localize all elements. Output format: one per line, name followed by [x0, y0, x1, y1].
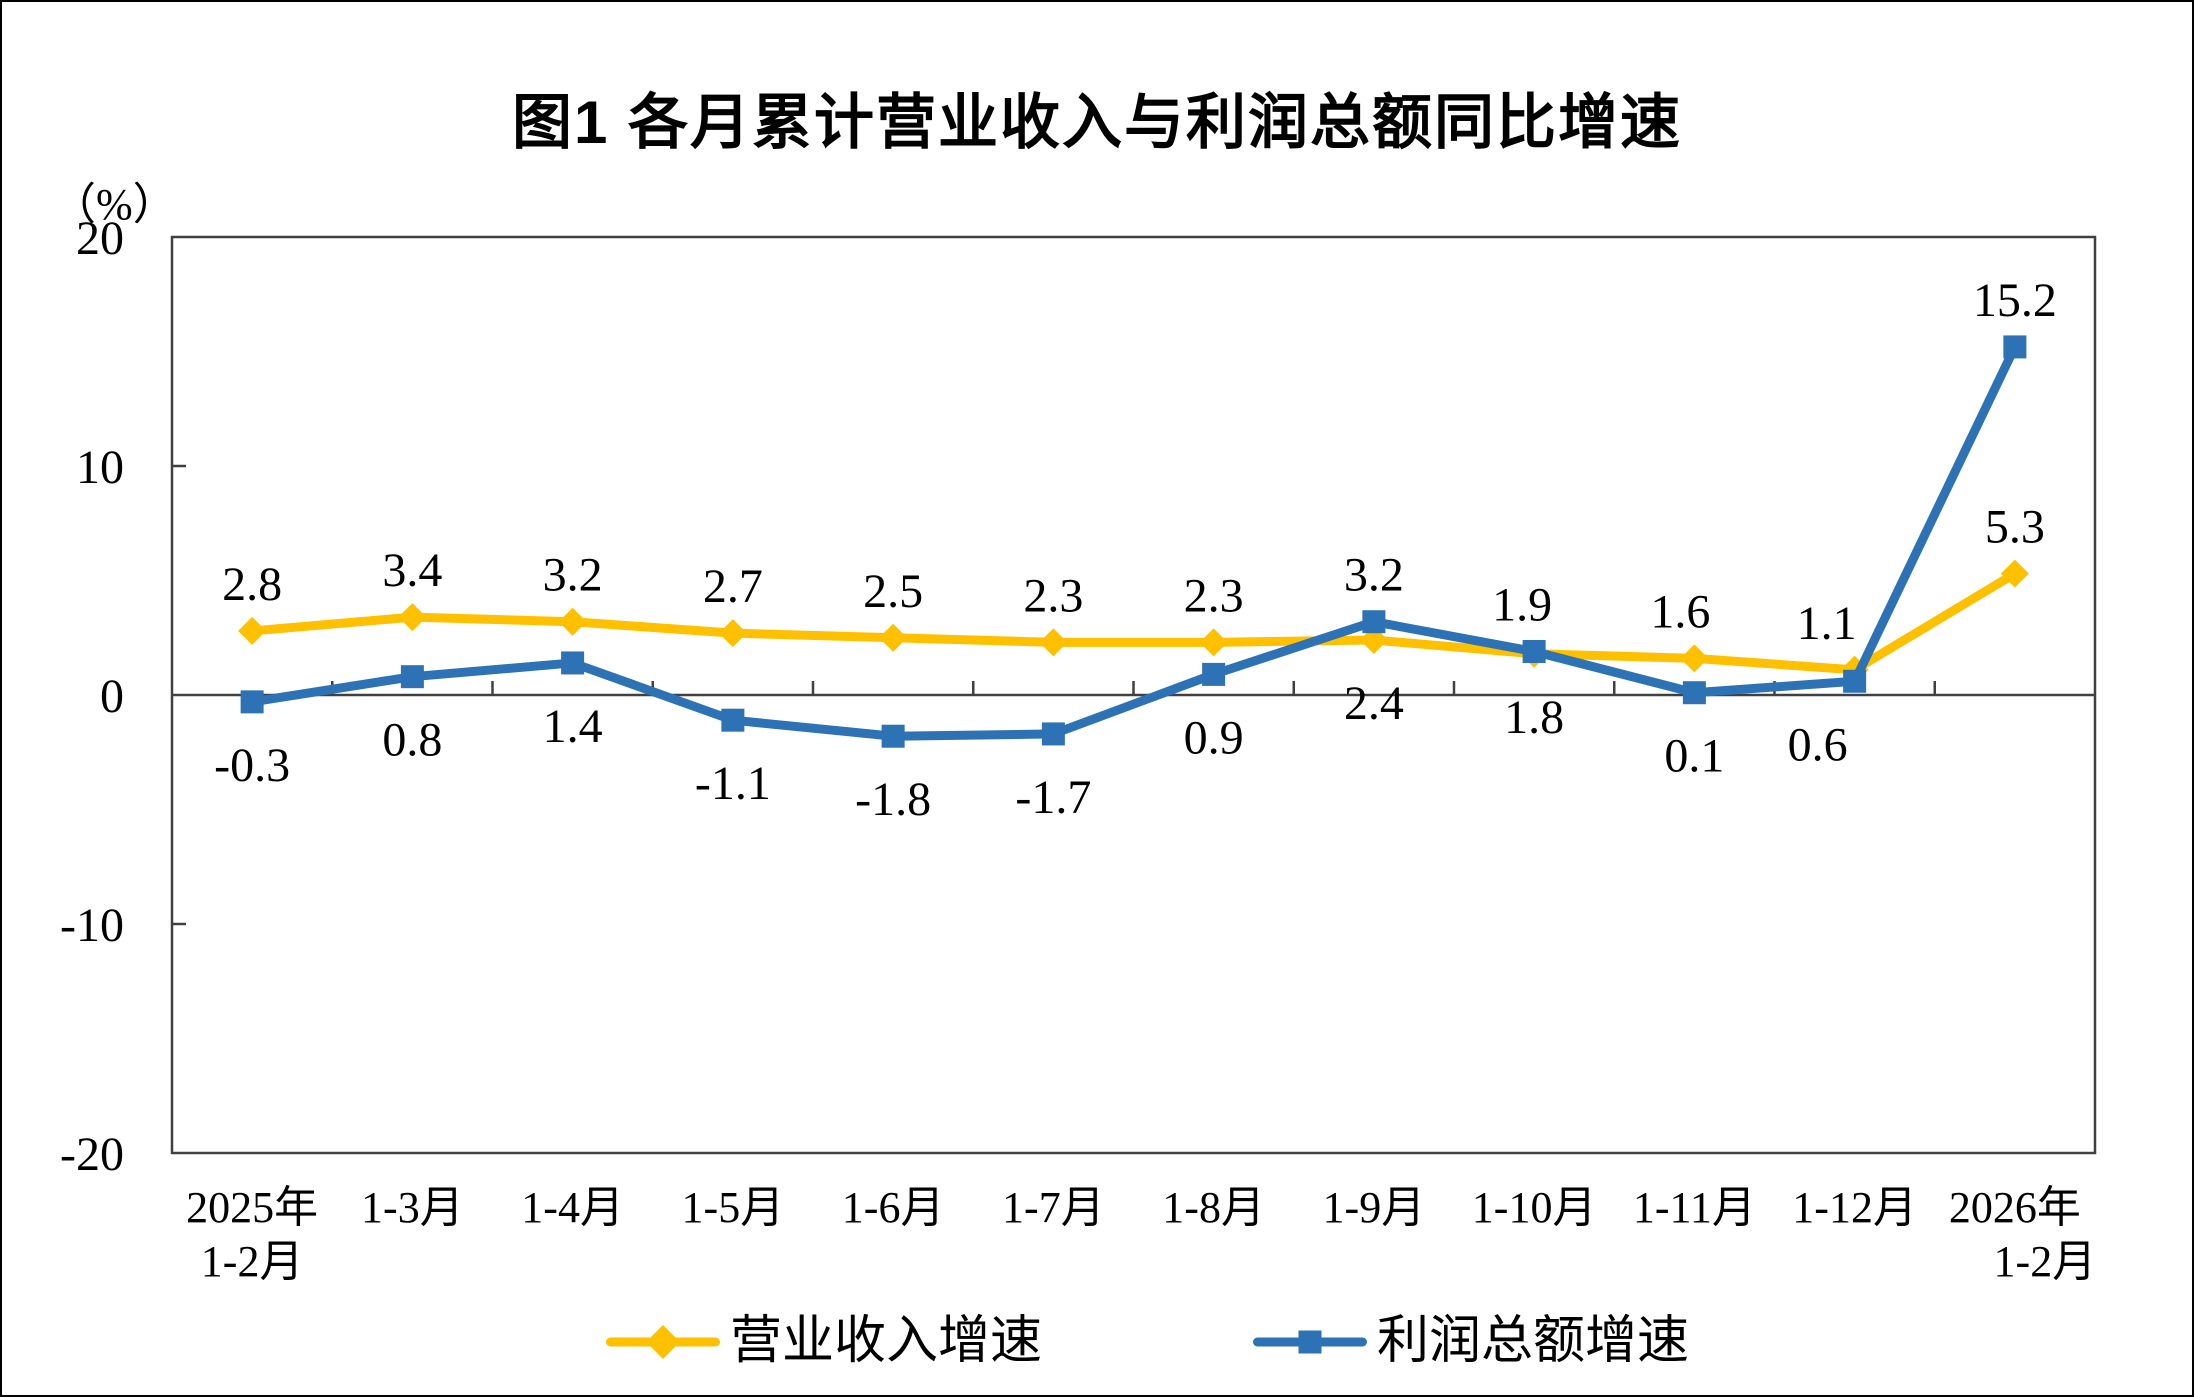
revenue-growth-marker: [398, 603, 427, 632]
x-category-label: 1-10月: [1472, 1183, 1597, 1232]
profit-growth-marker: [2003, 335, 2027, 359]
profit-growth-marker: [1041, 722, 1065, 746]
revenue-growth-marker: [1039, 628, 1068, 657]
profit-growth-data-label: 0.1: [1664, 730, 1724, 783]
profit-growth-data-labels: -0.3 0.8 1.4 -1.1 -1.8 -1.7 0.9 3.2 1.9 0.1 0.6 15.…: [214, 274, 2057, 826]
x-category-label: 1-8月: [1162, 1183, 1265, 1232]
profit-square-marker-icon: [1298, 1330, 1322, 1354]
revenue-growth-data-label: 2.4: [1344, 677, 1404, 730]
profit-growth-data-label: 0.8: [382, 714, 442, 767]
revenue-growth-data-label: 1.8: [1504, 691, 1564, 744]
chart-title: 图1 各月累计营业收入与利润总额同比增速: [511, 89, 1683, 156]
revenue-growth-data-label: 2.7: [703, 560, 763, 613]
revenue-growth-marker: [1199, 628, 1228, 657]
profit-series-swatch: [1253, 1314, 1367, 1370]
x-category-label: 2026年: [1949, 1183, 2081, 1232]
revenue-growth-data-label: 3.2: [543, 549, 603, 602]
revenue-growth-data-label: 2.3: [1184, 569, 1244, 622]
profit-growth-data-label: 1.9: [1492, 578, 1552, 631]
y-tick-label: -20: [60, 1128, 124, 1181]
revenue-growth-data-label: 3.4: [382, 544, 442, 597]
revenue-growth-data-label: 5.3: [1985, 501, 2045, 554]
profit-legend-label: 利润总额增速: [1377, 1313, 1690, 1370]
revenue-growth-marker: [879, 623, 908, 652]
profit-growth-marker: [721, 708, 745, 732]
y-axis-labels: 20 10 0 -10 -20: [60, 212, 124, 1181]
y-tick-label: 0: [100, 670, 124, 723]
revenue-growth-data-labels: 2.8 3.4 3.2 2.7 2.5 2.3 2.3 2.4 1.8 1.6 1.1 5.3: [222, 501, 2045, 744]
revenue-growth-marker: [1680, 644, 1709, 673]
x-category-label: 1-9月: [1323, 1183, 1426, 1232]
y-tick-label: 10: [76, 441, 124, 494]
x-category-label: 1-12月: [1792, 1183, 1917, 1232]
profit-growth-marker: [1682, 681, 1706, 705]
revenue-growth-data-label: 2.3: [1023, 569, 1083, 622]
profit-growth-marker: [1362, 610, 1386, 634]
profit-growth-data-label: 15.2: [1973, 274, 2057, 327]
profit-growth-marker: [240, 690, 264, 714]
revenue-growth-marker: [718, 619, 747, 648]
profit-growth-marker: [1522, 639, 1546, 663]
x-category-label: 1-2月: [201, 1237, 304, 1286]
x-category-label: 1-5月: [682, 1183, 785, 1232]
y-axis-ticks: [172, 464, 186, 926]
revenue-growth-series: [238, 559, 2029, 684]
revenue-growth-data-label: 2.8: [222, 558, 282, 611]
x-category-label: 2025年: [186, 1183, 318, 1232]
revenue-growth-data-label: 1.1: [1797, 597, 1857, 650]
x-category-label: 1-6月: [842, 1183, 945, 1232]
revenue-growth-marker: [2000, 559, 2029, 588]
profit-growth-data-label: -0.3: [214, 739, 290, 792]
revenue-growth-data-label: 2.5: [863, 565, 923, 618]
profit-growth-marker: [1202, 662, 1226, 686]
revenue-growth-marker: [558, 607, 587, 636]
profit-growth-line: [247, 342, 2020, 741]
revenue-series-swatch: [606, 1314, 720, 1370]
legend-item-profit-growth: 利润总额增速: [1253, 1314, 1689, 1370]
revenue-growth-line: [247, 569, 2020, 675]
x-category-label: 1-4月: [521, 1183, 624, 1232]
profit-growth-data-label: -1.8: [855, 773, 931, 826]
profit-growth-data-label: -1.1: [695, 757, 771, 810]
profit-growth-marker: [561, 651, 585, 675]
revenue-diamond-marker-icon: [646, 1325, 680, 1359]
profit-growth-data-label: 3.2: [1344, 549, 1404, 602]
profit-growth-marker: [1843, 669, 1867, 693]
profit-growth-data-label: 0.9: [1184, 711, 1244, 764]
y-tick-label: -10: [60, 899, 124, 952]
profit-growth-series: [240, 335, 2027, 748]
legend-item-revenue-growth: 营业收入增速: [606, 1314, 1042, 1370]
x-axis-labels: 2025年 1-2月 1-3月 1-4月 1-5月 1-6月 1-7月 1-8月 1-9月 1-1…: [186, 1183, 2096, 1286]
profit-growth-data-label: 1.4: [543, 700, 603, 753]
x-category-label: 1-3月: [361, 1183, 464, 1232]
x-category-label: 1-2月: [1994, 1237, 2097, 1286]
revenue-growth-marker: [238, 616, 267, 645]
x-category-label: 1-7月: [1002, 1183, 1105, 1232]
profit-growth-data-label: -1.7: [1015, 771, 1091, 824]
profit-growth-marker: [400, 665, 424, 689]
profit-growth-marker: [881, 724, 905, 748]
y-axis-unit-label: （%）: [52, 180, 177, 229]
revenue-growth-data-label: 1.6: [1650, 585, 1710, 638]
y-tick-label: 20: [76, 212, 124, 265]
revenue-legend-label: 营业收入增速: [730, 1313, 1043, 1370]
x-category-label: 1-11月: [1633, 1183, 1756, 1232]
profit-growth-data-label: 0.6: [1788, 718, 1848, 771]
